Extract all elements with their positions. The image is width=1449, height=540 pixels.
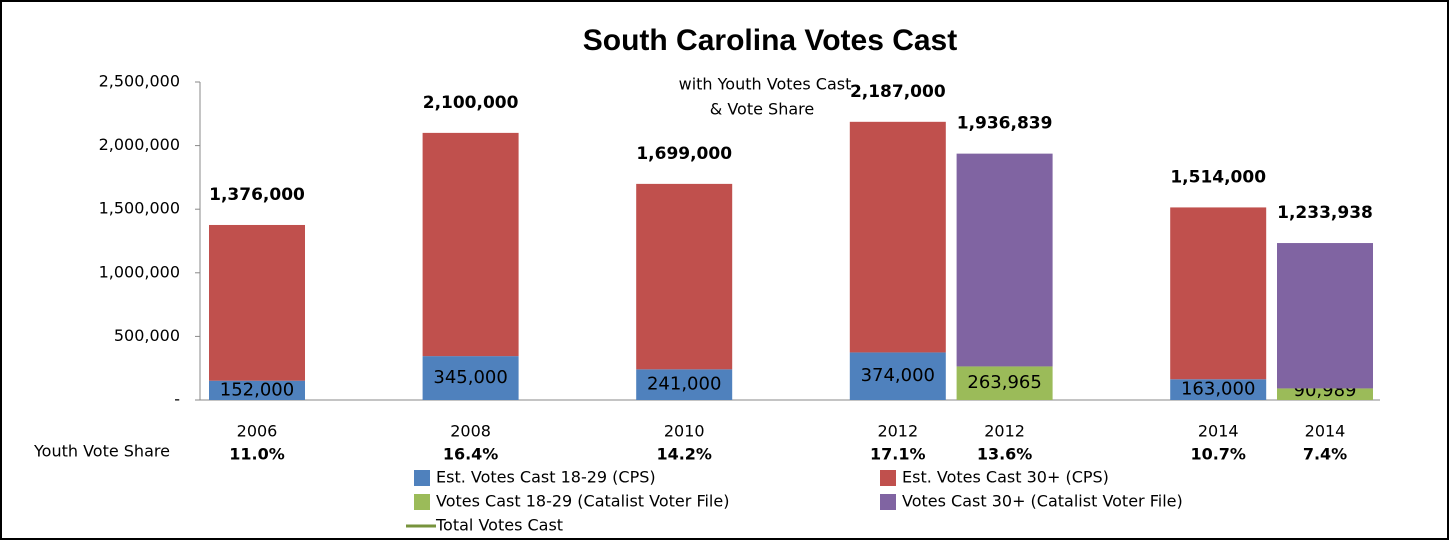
bar-segment <box>422 132 519 357</box>
x-tick-label: 2014 <box>1305 422 1346 441</box>
chart-title: South Carolina Votes Cast <box>583 24 958 57</box>
bar-segment <box>956 366 1053 400</box>
share-value: 7.4% <box>1303 445 1347 464</box>
x-tick-label: 2014 <box>1198 422 1239 441</box>
segment-label: 374,000 <box>861 365 935 386</box>
share-value: 16.4% <box>443 445 499 464</box>
chart-subtitle: with Youth Votes Cast <box>679 75 852 94</box>
legend-label: Total Votes Cast <box>435 516 563 535</box>
legend-label: Est. Votes Cast 30+ (CPS) <box>902 468 1109 487</box>
total-label: 1,376,000 <box>209 185 305 205</box>
bar-segment <box>1170 207 1267 380</box>
y-tick-label: - <box>174 390 180 409</box>
share-value: 17.1% <box>870 445 926 464</box>
total-label: 2,100,000 <box>423 93 519 113</box>
x-tick-label: 2012 <box>877 422 918 441</box>
total-label: 1,699,000 <box>636 144 732 164</box>
y-tick-label: 2,500,000 <box>99 72 180 91</box>
x-tick-label: 2010 <box>664 422 705 441</box>
legend-label: Est. Votes Cast 18-29 (CPS) <box>436 468 656 487</box>
legend-label: Votes Cast 18-29 (Catalist Voter File) <box>436 492 729 511</box>
bar-segment <box>636 369 733 400</box>
x-tick-label: 2008 <box>450 422 491 441</box>
legend-swatch <box>414 470 430 486</box>
share-label: Youth Vote Share <box>33 442 170 461</box>
legend-swatch <box>880 470 896 486</box>
bar-segment <box>636 183 733 370</box>
bar-segment <box>1277 243 1373 389</box>
segment-label: 152,000 <box>220 379 294 400</box>
legend-swatch <box>880 494 896 510</box>
x-tick-label: 2012 <box>984 422 1025 441</box>
segment-label: 241,000 <box>647 374 721 395</box>
total-label: 1,233,938 <box>1277 203 1373 223</box>
share-value: 11.0% <box>229 445 285 464</box>
bar-segment <box>956 153 1053 367</box>
bar-segment <box>849 121 946 353</box>
bar-segment <box>849 352 946 400</box>
segment-label: 345,000 <box>433 367 507 388</box>
bar-segment <box>209 224 305 381</box>
bar-segment <box>422 356 519 400</box>
bar-segment <box>1277 388 1373 400</box>
segment-label: 263,965 <box>967 372 1041 393</box>
bar-segment <box>1170 379 1267 400</box>
y-tick-label: 1,000,000 <box>99 262 180 281</box>
segment-label: 163,000 <box>1181 379 1255 400</box>
share-value: 10.7% <box>1190 445 1246 464</box>
share-value: 14.2% <box>656 445 712 464</box>
bar-segment <box>209 380 305 400</box>
total-label: 1,514,000 <box>1170 167 1266 187</box>
chart-subtitle: & Vote Share <box>710 100 814 119</box>
legend-label: Votes Cast 30+ (Catalist Voter File) <box>902 492 1183 511</box>
y-tick-label: 500,000 <box>114 326 180 345</box>
x-tick-label: 2006 <box>237 422 278 441</box>
total-label: 1,936,839 <box>957 114 1053 134</box>
y-tick-label: 1,500,000 <box>99 199 180 218</box>
legend-swatch <box>414 494 430 510</box>
y-tick-label: 2,000,000 <box>99 135 180 154</box>
total-label: 2,187,000 <box>850 82 946 102</box>
share-value: 13.6% <box>977 445 1033 464</box>
